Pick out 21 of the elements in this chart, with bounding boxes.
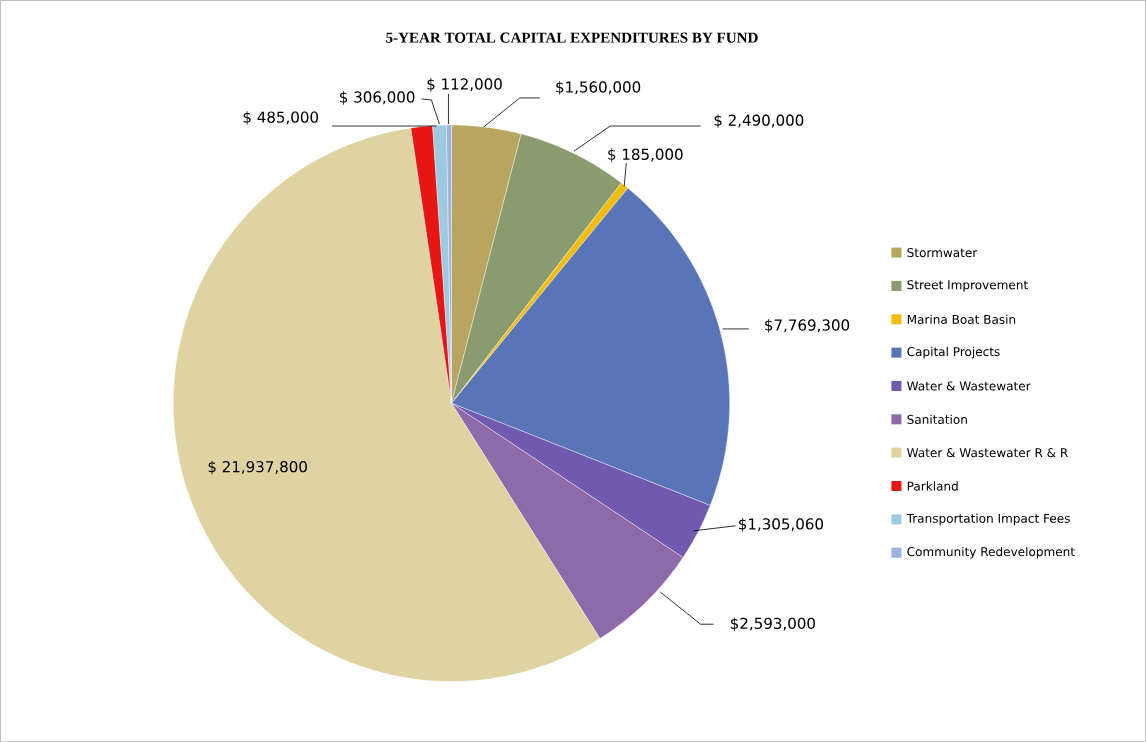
legend-label: Parkland — [907, 481, 958, 491]
chart-title: 5-YEAR TOTAL CAPITAL EXPENDITURES BY FUND — [386, 32, 758, 43]
data-label: $ 21,937,800 — [208, 460, 307, 475]
data-label: $ 112,000 — [427, 77, 502, 92]
data-label: $2,593,000 — [730, 617, 815, 631]
data-label: $7,769,300 — [765, 318, 850, 333]
legend-label: Marina Boat Basin — [907, 314, 1016, 324]
legend-label: Transportation Impact Fees — [906, 513, 1070, 526]
legend-label: Water & Wastewater — [907, 381, 1031, 391]
data-label: $1,305,060 — [739, 517, 824, 532]
legend-label: Capital Projects — [907, 346, 1000, 359]
legend-label: Stormwater — [907, 247, 978, 258]
legend-label: Sanitation — [907, 414, 967, 424]
data-label: $ 185,000 — [608, 148, 683, 162]
legend-label: Street Improvement — [907, 280, 1028, 292]
legend-label: Water & Wastewater R & R — [907, 448, 1068, 458]
data-label: $ 306,000 — [340, 90, 415, 105]
legend-label: Community Redevelopment — [907, 546, 1075, 559]
data-label: $ 485,000 — [243, 111, 319, 125]
data-label: $1,560,000 — [556, 80, 641, 95]
data-label: $ 2,490,000 — [714, 114, 804, 128]
